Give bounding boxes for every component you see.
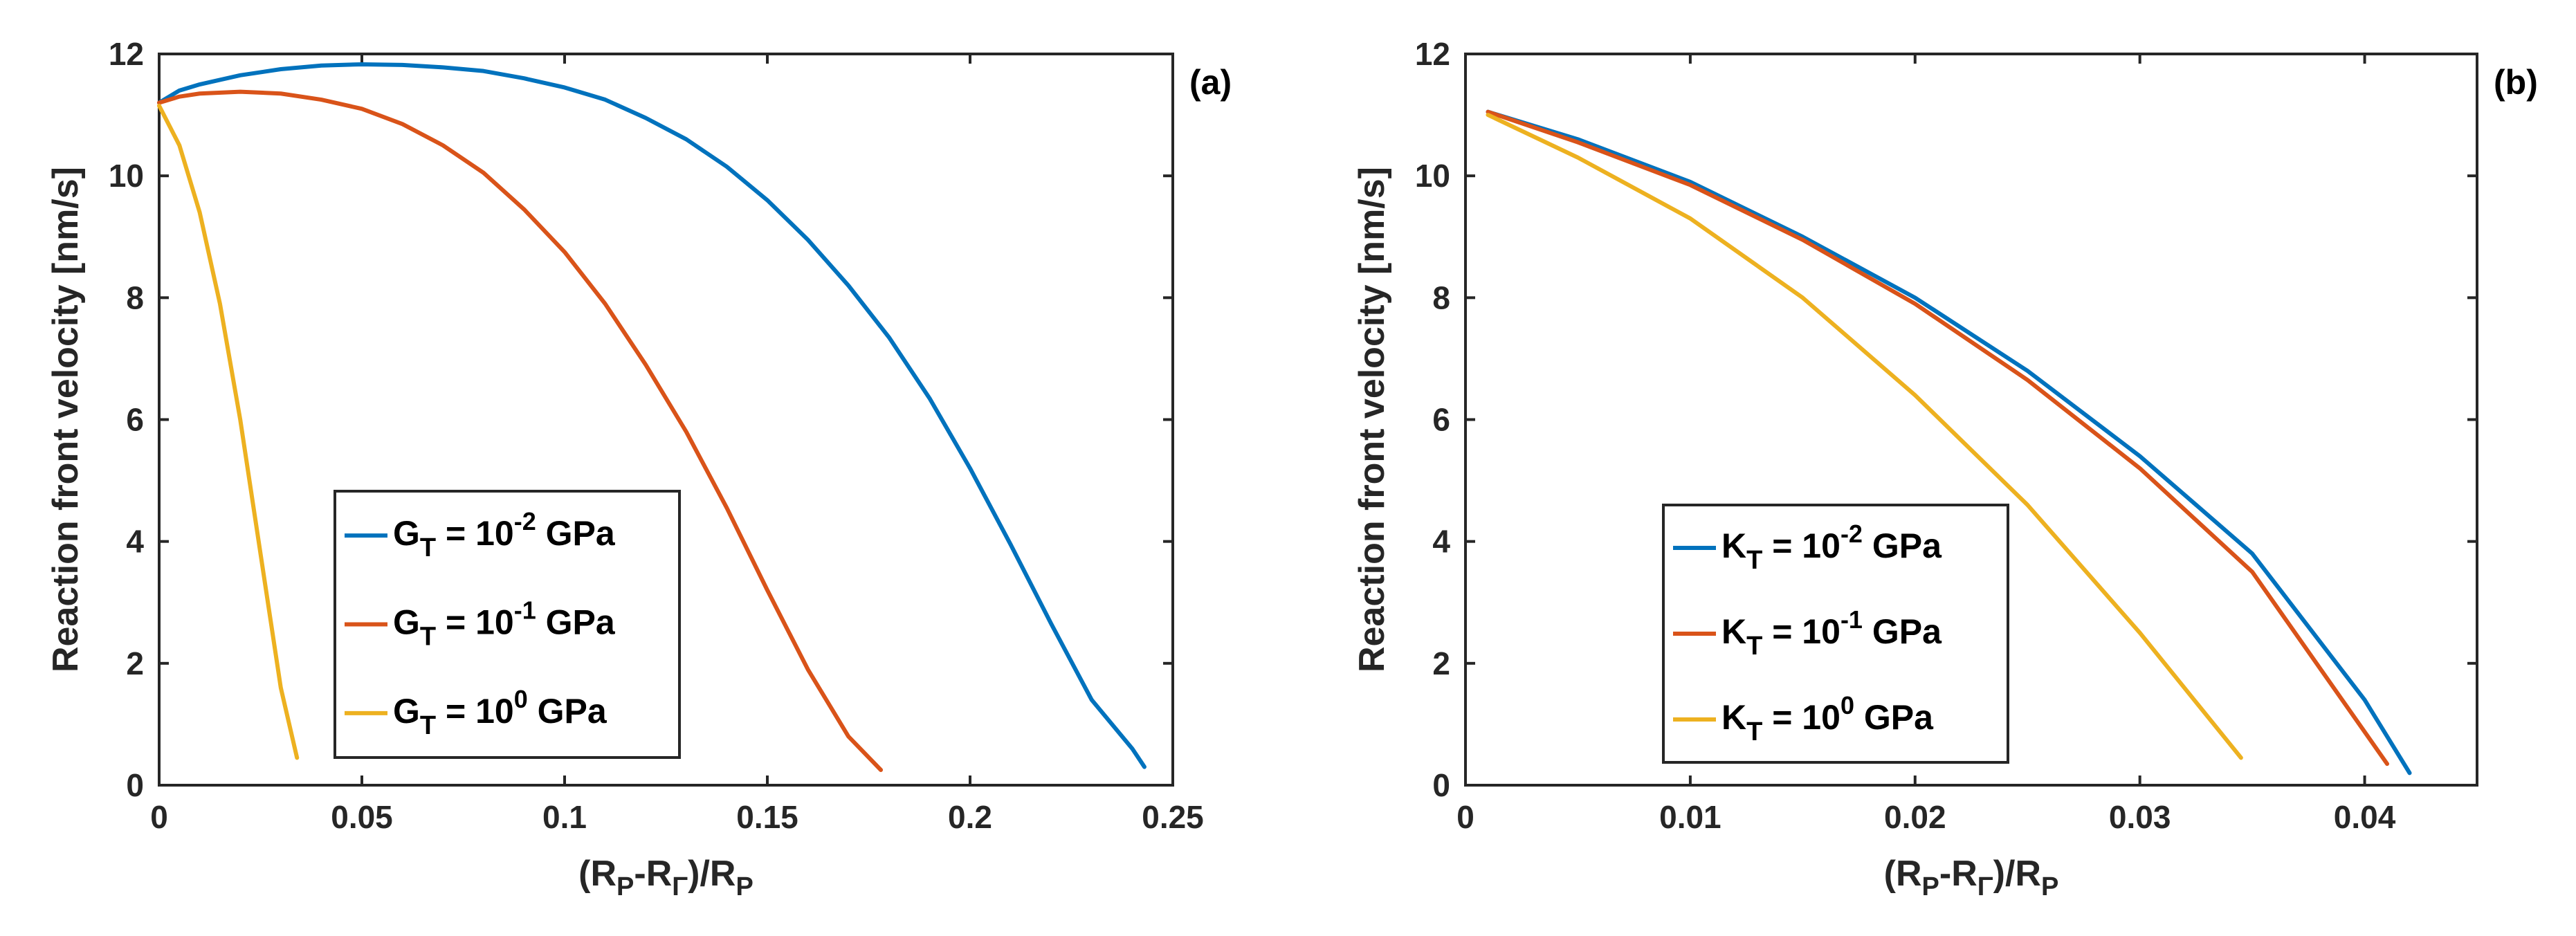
x-tick-label: 0.15 (736, 799, 798, 835)
x-axis-label-sub: P (2041, 872, 2058, 901)
x-axis-label-part: -R (634, 854, 672, 894)
x-tick-label: 0.04 (2334, 799, 2396, 835)
x-axis-label-sub: Γ (1977, 872, 1993, 901)
legend-entry-part: GPa (536, 603, 616, 642)
x-axis-label-part: )/R (1993, 854, 2041, 894)
legend-entry-symbol: G (393, 692, 420, 731)
legend-entry: GT = 10-2 GPa (393, 507, 616, 562)
x-axis-label-part: -R (1939, 854, 1977, 894)
x-tick-label: 0.02 (1884, 799, 1946, 835)
y-tick-label: 2 (126, 645, 144, 681)
legend-entry-exp: -2 (1840, 520, 1863, 548)
y-tick-label: 10 (1415, 158, 1450, 194)
y-tick-label: 4 (1432, 524, 1450, 560)
y-tick-label: 12 (109, 36, 144, 72)
series-line-a-2 (157, 103, 300, 760)
legend-entry-sub: T (420, 711, 436, 740)
x-axis-label-sub: Γ (672, 872, 688, 901)
panel-label-a: (a) (1189, 63, 1232, 102)
legend-entry-symbol: K (1721, 698, 1746, 737)
x-tick-label: 0.05 (331, 799, 393, 835)
panel-b: 0 0.01 0.02 0.03 0.04024681012(RP-RΓ)/RPReac… (1352, 36, 2538, 901)
y-tick-label: 6 (126, 402, 144, 438)
y-tick-label: 0 (1432, 767, 1450, 803)
legend-entry: KT = 100 GPa (1721, 691, 1934, 746)
legend-entry-part: GPa (536, 514, 616, 553)
y-axis-label: Reaction front velocity [nm/s] (1352, 167, 1392, 672)
x-axis-label: (RP-RΓ)/RP (1884, 854, 2059, 901)
y-tick-label: 12 (1415, 36, 1450, 72)
legend-entry-exp: -2 (514, 507, 536, 535)
series-line-b-2 (1486, 113, 2243, 760)
y-tick-label: 8 (1432, 279, 1450, 315)
legend-entry-exp: -1 (514, 596, 536, 625)
legend-entry-part: = 10 (436, 514, 514, 553)
legend-entry-part: = 10 (436, 692, 514, 731)
legend-entry-part: GPa (1854, 698, 1934, 737)
legend-entry: GT = 100 GPa (393, 685, 608, 740)
legend-box (334, 490, 681, 759)
legend-entry-part: = 10 (1762, 612, 1840, 651)
y-axis-label: Reaction front velocity [nm/s] (46, 167, 86, 672)
legend-entry-symbol: G (393, 603, 420, 642)
x-axis-label-sub: P (1922, 872, 1939, 901)
legend-entry-sub: T (1746, 632, 1762, 661)
legend-entry-part: = 10 (1762, 526, 1840, 565)
panel-a: 0 0.05 0.1 0.15 0.2 0.25024681012(RP-RΓ)/RPRe… (46, 36, 1232, 901)
legend-entry-sub: T (1746, 717, 1762, 746)
x-tick-label: 0.2 (948, 799, 992, 835)
legend-entry-part: = 10 (436, 603, 514, 642)
legend-entry-part: = 10 (1762, 698, 1840, 737)
legend-entry-exp: 0 (1840, 691, 1854, 719)
legend-entry-sub: T (420, 533, 436, 562)
legend-entry-exp: 0 (514, 685, 528, 713)
series-line-a-1 (157, 89, 884, 772)
y-tick-label: 8 (126, 279, 144, 315)
series-line-a-0 (157, 62, 1147, 769)
legend-entry-sub: T (1746, 546, 1762, 575)
panel-label-b: (b) (2494, 63, 2538, 102)
legend-entry-part: GPa (528, 692, 608, 731)
x-axis-label-part: )/R (688, 854, 736, 894)
x-tick-label: 0 (150, 799, 168, 835)
x-axis-label-sub: P (616, 872, 634, 901)
legend-entry-symbol: K (1721, 526, 1746, 565)
legend-entry-symbol: G (393, 514, 420, 553)
y-tick-label: 2 (1432, 645, 1450, 681)
legend-entry-sub: T (420, 623, 436, 652)
series-line-b-0 (1486, 109, 2412, 776)
x-axis-label-sub: P (736, 872, 753, 901)
y-tick-label: 4 (126, 524, 144, 560)
x-tick-label: 0.01 (1659, 799, 1721, 835)
series-line-b-1 (1486, 109, 2390, 767)
x-axis-label: (RP-RΓ)/RP (578, 854, 753, 901)
x-axis-label-part: (R (1884, 854, 1922, 894)
y-tick-label: 6 (1432, 402, 1450, 438)
x-tick-label: 0.1 (542, 799, 587, 835)
x-tick-label: 0.25 (1142, 799, 1204, 835)
legend-entry-exp: -1 (1840, 605, 1863, 634)
x-tick-label: 0 (1456, 799, 1474, 835)
legend-entry-part: GPa (1863, 612, 1942, 651)
legend-entry-part: GPa (1863, 526, 1942, 565)
legend-box (1662, 504, 2009, 764)
legend-entry-symbol: K (1721, 612, 1746, 651)
x-tick-label: 0.03 (2109, 799, 2171, 835)
y-tick-label: 10 (109, 158, 144, 194)
legend-entry: KT = 10-1 GPa (1721, 605, 1942, 661)
y-tick-label: 0 (126, 767, 144, 803)
x-axis-label-part: (R (578, 854, 616, 894)
legend-entry: GT = 10-1 GPa (393, 596, 616, 652)
legend-entry: KT = 10-2 GPa (1721, 520, 1942, 575)
